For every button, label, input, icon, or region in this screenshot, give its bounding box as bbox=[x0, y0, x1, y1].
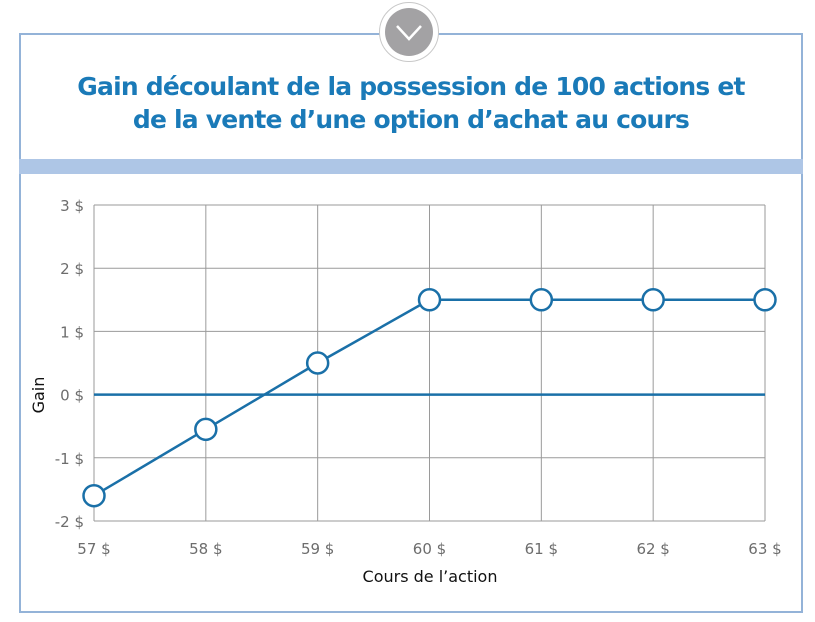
y-tick-label: 3 $ bbox=[60, 197, 84, 215]
y-tick-label: 2 $ bbox=[60, 260, 84, 278]
x-tick-label: 59 $ bbox=[301, 540, 334, 558]
x-tick-label: 58 $ bbox=[189, 540, 222, 558]
chevron-down-icon bbox=[385, 8, 433, 56]
data-point bbox=[82, 483, 106, 508]
data-point bbox=[194, 417, 218, 442]
y-tick-label: -2 $ bbox=[55, 513, 84, 531]
header-band bbox=[19, 159, 803, 174]
data-point bbox=[417, 288, 442, 312]
x-tick-label: 60 $ bbox=[413, 540, 446, 558]
chart-frame bbox=[19, 33, 803, 613]
data-point bbox=[305, 351, 330, 375]
y-tick-label: 0 $ bbox=[60, 387, 84, 405]
data-point bbox=[753, 288, 777, 312]
y-axis-label: Gain bbox=[29, 377, 48, 414]
y-tick-label: 1 $ bbox=[60, 323, 84, 341]
y-tick-label: -1 $ bbox=[55, 450, 84, 468]
x-tick-label: 62 $ bbox=[636, 540, 669, 558]
collapse-button[interactable] bbox=[379, 2, 439, 62]
x-tick-label: 61 $ bbox=[525, 540, 558, 558]
title-line-1: Gain découlant de la possession de 100 a… bbox=[77, 72, 745, 101]
chart-title: Gain découlant de la possession de 100 a… bbox=[19, 70, 803, 136]
x-axis-label: Cours de l’action bbox=[363, 567, 498, 586]
data-point bbox=[641, 288, 665, 312]
data-point bbox=[529, 288, 554, 312]
x-tick-label: 63 $ bbox=[748, 540, 781, 558]
title-line-2: de la vente d’une option d’achat au cour… bbox=[132, 105, 690, 134]
x-tick-label: 57 $ bbox=[77, 540, 110, 558]
